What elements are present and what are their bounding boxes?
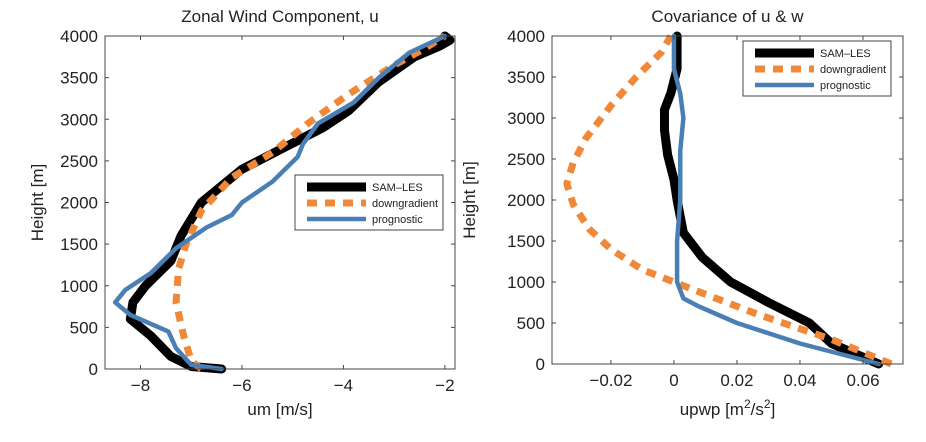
x-axis-label: upwp [m2/s2] bbox=[680, 397, 776, 419]
x-tick-label: −0.02 bbox=[589, 371, 632, 390]
chart-title: Zonal Wind Component, u bbox=[181, 7, 379, 26]
chart-2: −0.02 0 0.02 0.04 0.06 0 500 1000 1500 2000 2500 30… bbox=[460, 7, 904, 419]
legend-label: SAM–LES bbox=[820, 48, 871, 60]
plot-area bbox=[112, 31, 455, 374]
legend: SAM–LES downgradient prognostic bbox=[742, 40, 892, 97]
y-tick-label: 3000 bbox=[507, 109, 545, 128]
series-line-prognostic bbox=[112, 33, 448, 372]
series-line-prognostic bbox=[671, 33, 881, 367]
x-tick-label: 0.06 bbox=[846, 371, 879, 390]
x-tick-label: −2 bbox=[435, 376, 454, 395]
y-tick-label: 1500 bbox=[60, 235, 98, 254]
y-tick-label: 2000 bbox=[507, 191, 545, 210]
x-label-sup: 2 bbox=[764, 397, 771, 411]
y-tick-label: 4000 bbox=[60, 27, 98, 46]
x-tick-label: 0 bbox=[669, 371, 678, 390]
legend-label: downgradient bbox=[372, 198, 438, 210]
x-tick-label: −6 bbox=[232, 376, 251, 395]
y-tick-label: 2500 bbox=[60, 152, 98, 171]
y-tick-label: 500 bbox=[70, 318, 98, 337]
y-tick-label: 1000 bbox=[507, 273, 545, 292]
x-label-part: ] bbox=[771, 400, 776, 419]
y-axis-label: Height [m] bbox=[28, 164, 47, 241]
legend-label: prognostic bbox=[820, 80, 871, 92]
x-tick-label: −4 bbox=[334, 376, 353, 395]
y-tick-label: 0 bbox=[536, 355, 545, 374]
series-line-downgradient bbox=[563, 34, 893, 368]
x-tick-label: −8 bbox=[131, 376, 150, 395]
y-tick-label: 0 bbox=[89, 360, 98, 379]
y-tick-label: 2000 bbox=[60, 194, 98, 213]
series-line-sam-les bbox=[659, 31, 884, 369]
y-tick-label: 3500 bbox=[60, 69, 98, 88]
y-tick-label: 3000 bbox=[60, 110, 98, 129]
x-label-sup: 2 bbox=[744, 397, 751, 411]
legend: SAM–LES downgradient prognostic bbox=[294, 174, 444, 231]
chart-title: Covariance of u & w bbox=[651, 7, 804, 26]
x-tick-label: 0.04 bbox=[783, 371, 816, 390]
x-tick-label: 0.02 bbox=[720, 371, 753, 390]
y-tick-label: 4000 bbox=[507, 27, 545, 46]
y-tick-label: 1500 bbox=[507, 232, 545, 251]
y-tick-label: 500 bbox=[517, 314, 545, 333]
y-tick-label: 3500 bbox=[507, 68, 545, 87]
x-label-part: upwp [m bbox=[680, 400, 744, 419]
plot-area bbox=[563, 31, 893, 369]
x-label-part: /s bbox=[751, 400, 764, 419]
chart-1: −8 −6 −4 −2 0 500 1000 1500 2000 2500 3000 3500 4000… bbox=[28, 7, 456, 419]
legend-label: prognostic bbox=[372, 214, 423, 226]
legend-label: downgradient bbox=[820, 64, 886, 76]
legend-label: SAM–LES bbox=[372, 182, 423, 194]
x-axis-label: um [m/s] bbox=[247, 400, 312, 419]
y-tick-label: 2500 bbox=[507, 150, 545, 169]
y-axis-label: Height [m] bbox=[460, 161, 479, 238]
y-tick-label: 1000 bbox=[60, 277, 98, 296]
